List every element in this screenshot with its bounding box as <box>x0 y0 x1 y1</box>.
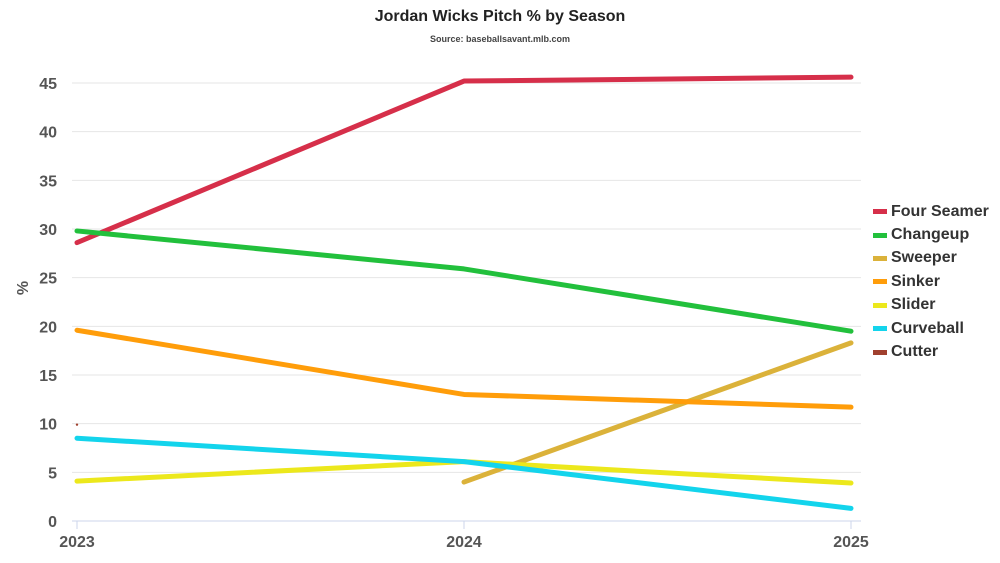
legend-item-curveball[interactable]: Curveball <box>873 317 989 340</box>
legend-item-four-seamer[interactable]: Four Seamer <box>873 200 989 223</box>
legend-item-changeup[interactable]: Changeup <box>873 223 989 246</box>
series-line-curveball <box>74 435 854 511</box>
chart-title: Jordan Wicks Pitch % by Season <box>374 8 626 25</box>
y-tick-label: 15 <box>39 368 57 385</box>
series-point-cutter <box>75 423 79 426</box>
legend-swatch <box>873 232 887 238</box>
y-tick-label: 20 <box>39 319 57 336</box>
series-line-sinker <box>74 327 854 410</box>
series-line-changeup <box>74 228 854 334</box>
y-tick-label: 40 <box>39 125 57 142</box>
y-tick-label: 10 <box>39 417 57 434</box>
legend-label: Four Seamer <box>891 202 989 220</box>
legend-label: Curveball <box>891 319 964 337</box>
legend: Four Seamer Changeup Sweeper Sinker Slider Cu… <box>873 200 989 364</box>
y-tick-label: 5 <box>48 465 57 482</box>
legend-swatch <box>873 279 887 285</box>
legend-swatch <box>873 326 887 332</box>
legend-item-sinker[interactable]: Sinker <box>873 270 989 293</box>
legend-swatch <box>873 209 887 215</box>
x-tick-label: 2023 <box>59 534 95 551</box>
legend-swatch <box>873 255 887 261</box>
legend-swatch <box>873 302 887 308</box>
legend-item-slider[interactable]: Slider <box>873 294 989 317</box>
legend-label: Cutter <box>891 343 939 361</box>
legend-item-sweeper[interactable]: Sweeper <box>873 247 989 270</box>
y-tick-label: 35 <box>39 173 57 190</box>
legend-swatch <box>873 349 887 355</box>
legend-item-cutter[interactable]: Cutter <box>873 340 989 363</box>
series-line-four-seamer <box>74 74 854 246</box>
y-tick-label: 45 <box>39 76 57 93</box>
legend-label: Sinker <box>891 272 940 290</box>
series-line-sweeper <box>461 340 854 485</box>
y-tick-label: 0 <box>48 514 57 531</box>
y-axis-label: % <box>15 281 32 295</box>
legend-label: Changeup <box>891 226 970 244</box>
x-tick-label: 2025 <box>833 534 869 551</box>
legend-label: Slider <box>891 296 936 314</box>
y-tick-label: 30 <box>39 222 57 239</box>
y-tick-label: 25 <box>39 271 57 288</box>
chart-subtitle: Source: baseballsavant.mlb.com <box>429 34 571 44</box>
legend-label: Sweeper <box>891 249 957 267</box>
x-tick-label: 2024 <box>446 534 482 551</box>
